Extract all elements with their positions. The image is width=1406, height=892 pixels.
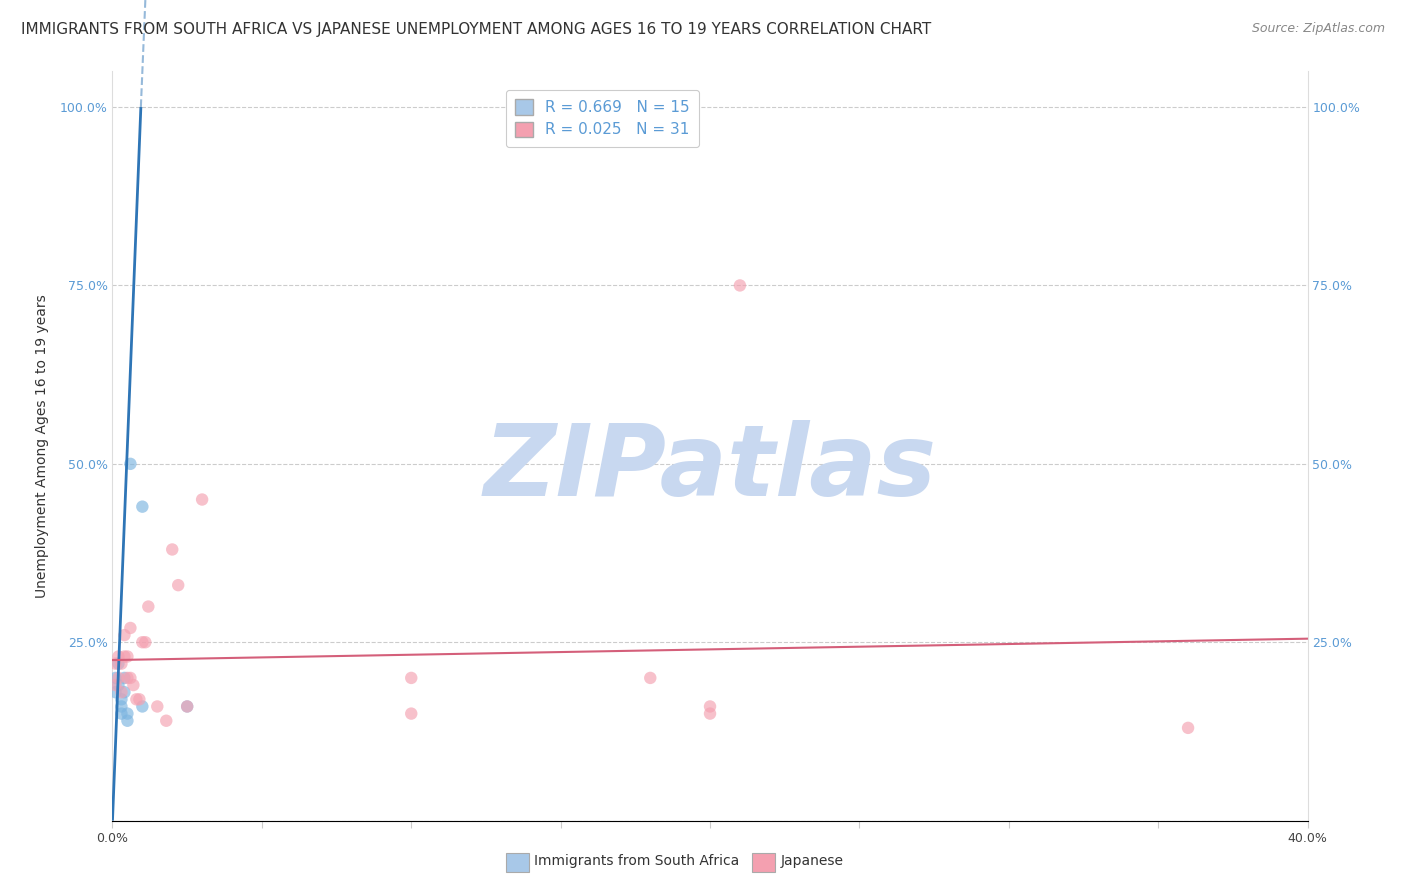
Point	[110, 657, 132, 671]
Text: Japanese: Japanese	[780, 854, 844, 868]
Text: ZIPatlas: ZIPatlas	[484, 420, 936, 517]
Point	[110, 699, 132, 714]
Point	[107, 649, 129, 664]
Point	[117, 671, 139, 685]
Point	[167, 578, 190, 592]
Point	[176, 699, 198, 714]
Point	[146, 699, 169, 714]
Point	[117, 706, 139, 721]
Legend: R = 0.669   N = 15, R = 0.025   N = 31: R = 0.669 N = 15, R = 0.025 N = 31	[506, 90, 699, 146]
Point	[104, 671, 127, 685]
Point	[104, 685, 127, 699]
Point	[131, 500, 153, 514]
Point	[114, 649, 135, 664]
Point	[122, 678, 145, 692]
Point	[114, 671, 135, 685]
Point	[191, 492, 214, 507]
Point	[1177, 721, 1199, 735]
Text: IMMIGRANTS FROM SOUTH AFRICA VS JAPANESE UNEMPLOYMENT AMONG AGES 16 TO 19 YEARS : IMMIGRANTS FROM SOUTH AFRICA VS JAPANESE…	[21, 22, 931, 37]
Point	[176, 699, 198, 714]
Point	[110, 685, 132, 699]
Point	[110, 706, 132, 721]
Y-axis label: Unemployment Among Ages 16 to 19 years: Unemployment Among Ages 16 to 19 years	[35, 294, 49, 598]
Point	[117, 714, 139, 728]
Text: Source: ZipAtlas.com: Source: ZipAtlas.com	[1251, 22, 1385, 36]
Point	[120, 457, 142, 471]
Point	[131, 699, 153, 714]
Point	[134, 635, 156, 649]
Point	[401, 671, 423, 685]
Point	[107, 657, 129, 671]
Point	[114, 685, 135, 699]
Point	[110, 692, 132, 706]
Point	[162, 542, 183, 557]
Point	[114, 628, 135, 642]
Point	[107, 678, 129, 692]
Point	[138, 599, 160, 614]
Point	[401, 706, 423, 721]
Point	[120, 671, 142, 685]
Point	[699, 699, 721, 714]
Point	[699, 706, 721, 721]
Point	[128, 692, 150, 706]
Text: Immigrants from South Africa: Immigrants from South Africa	[534, 854, 740, 868]
Point	[131, 635, 153, 649]
Point	[107, 671, 129, 685]
Point	[104, 657, 127, 671]
Point	[640, 671, 662, 685]
Point	[120, 621, 142, 635]
Point	[155, 714, 177, 728]
Point	[104, 678, 127, 692]
Point	[728, 278, 751, 293]
Point	[125, 692, 148, 706]
Point	[117, 649, 139, 664]
